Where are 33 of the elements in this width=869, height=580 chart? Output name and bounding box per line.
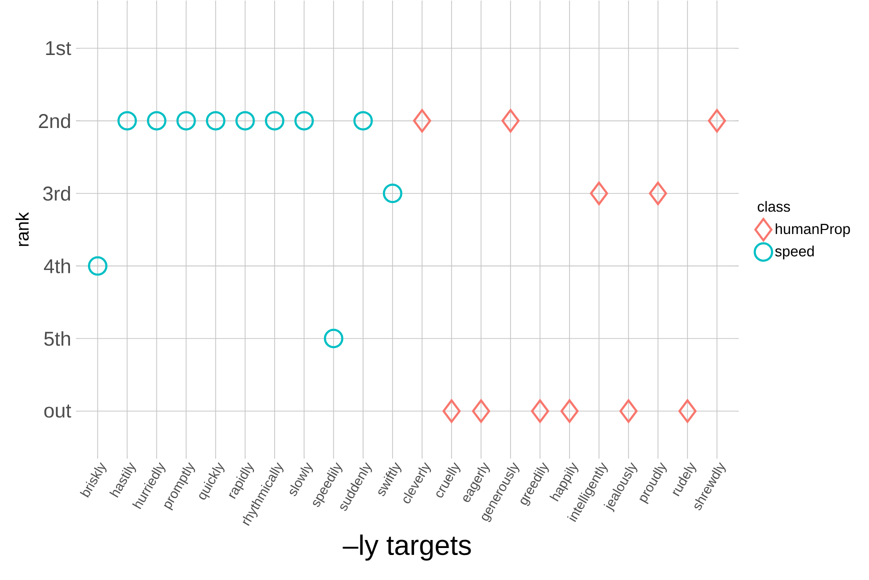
point	[648, 182, 668, 206]
point	[530, 399, 550, 423]
point	[382, 184, 402, 204]
legend-label: speed	[775, 246, 814, 260]
point	[501, 109, 520, 133]
point	[206, 111, 226, 131]
point	[146, 111, 166, 131]
point	[117, 111, 137, 131]
point	[353, 111, 373, 131]
point	[678, 399, 697, 423]
y-axis-title: rank	[16, 212, 29, 246]
x-axis-title: –ly targets	[342, 534, 471, 561]
point	[619, 399, 638, 423]
point	[413, 109, 432, 133]
point	[442, 399, 461, 423]
point	[590, 182, 608, 206]
point	[472, 399, 490, 423]
point	[88, 256, 108, 276]
point	[235, 111, 255, 131]
y-tick-label: 2nd	[38, 113, 70, 128]
y-tick-label: 3rd	[43, 186, 70, 201]
y-tick-label: 1st	[46, 41, 72, 56]
point	[294, 111, 314, 131]
point	[560, 399, 579, 423]
y-tick-label: out	[44, 404, 72, 418]
y-tick-label: 5th	[44, 331, 70, 346]
y-tick-label: 4th	[44, 258, 70, 274]
point	[176, 111, 196, 131]
point	[324, 328, 344, 348]
point	[264, 111, 284, 131]
legend-label: humanProp	[776, 223, 850, 238]
legend-title: class	[758, 201, 790, 212]
point	[708, 109, 726, 133]
